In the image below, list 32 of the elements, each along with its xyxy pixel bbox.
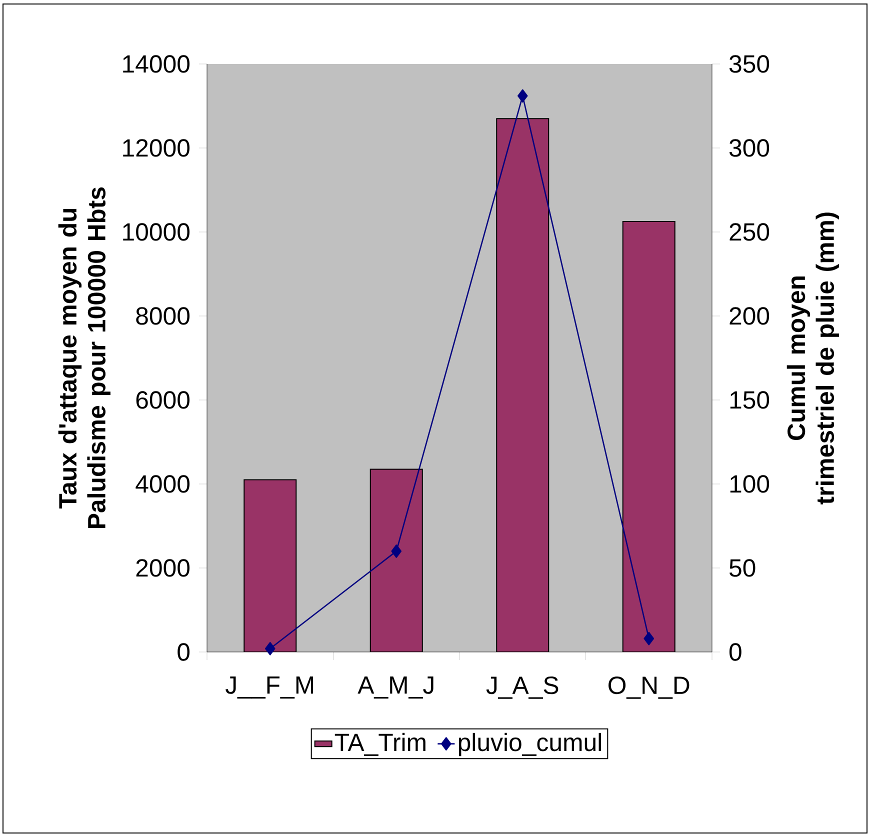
y-tick-label: 6000 [136, 391, 190, 409]
bar [244, 479, 297, 652]
bar [496, 118, 550, 652]
bar [622, 220, 676, 652]
y-tick-label: 0 [178, 643, 190, 661]
x-tick-label: J__F_M [226, 676, 314, 699]
y-tick-label: 12000 [123, 139, 190, 157]
y-tick-label: 14000 [123, 55, 190, 73]
y2-tick-label: 100 [730, 475, 770, 493]
y-tick-label: 8000 [136, 307, 190, 325]
y-axis-title: Taux d'attaque moyen du Paludisme pour 100000 Hbts [58, 187, 110, 528]
x-tick-label: J_A_S [486, 676, 558, 699]
bar [370, 468, 423, 652]
point [517, 89, 528, 103]
y2-tick-label: 350 [729, 55, 770, 73]
y-tick-label: 4000 [136, 475, 190, 493]
y2-tick-label: 50 [730, 559, 756, 577]
y2-axis-title: Cumul moyen trimestriel de pluie (mm) [786, 212, 839, 504]
y2-tick-label: 200 [730, 307, 770, 325]
legend-label: TA_Trim [334, 732, 426, 756]
point [391, 544, 402, 558]
point [264, 642, 276, 656]
x-tick-label: O_N_D [608, 676, 690, 699]
legend-label: pluvio_cumul [458, 732, 601, 756]
y2-tick-label: 0 [729, 643, 742, 661]
y2-tick-label: 250 [730, 223, 770, 241]
y-tick-label: 2000 [136, 559, 190, 577]
point [644, 632, 654, 646]
y2-tick-label: 300 [729, 139, 770, 157]
y-tick-label: 10000 [123, 223, 190, 241]
y2-tick-label: 150 [730, 391, 770, 409]
x-tick-label: A_M_J [358, 676, 434, 699]
